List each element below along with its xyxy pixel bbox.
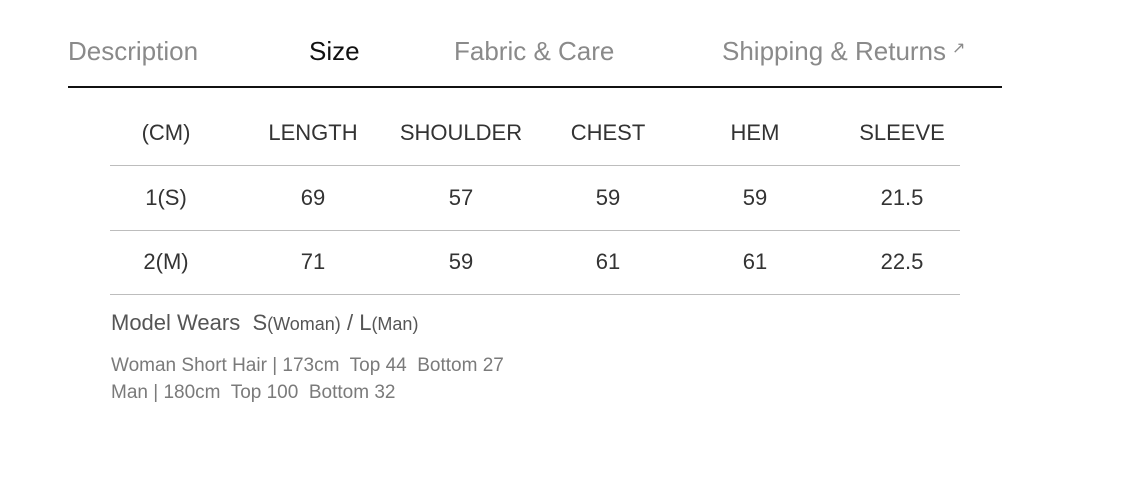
model-size-separator: / [346, 310, 354, 335]
tab-size[interactable]: Size [309, 36, 360, 66]
table-header: (CM) [141, 120, 191, 145]
table-header: LENGTH [268, 120, 358, 145]
table-header-row: (CM) LENGTH SHOULDER CHEST HEM SLEEVE [110, 101, 960, 166]
table-cell: 59 [742, 185, 768, 210]
model-size-man-note: (Man) [371, 314, 419, 334]
table-cell: 2(M) [143, 249, 189, 274]
tab-underline [68, 86, 1002, 88]
table-cell: 61 [595, 249, 621, 274]
table-cell: 59 [448, 249, 474, 274]
model-size-woman: S [252, 310, 268, 335]
table-cell: 21.5 [880, 185, 924, 210]
table-row: 2(M) 71 59 61 61 22.5 [110, 230, 960, 295]
table-cell: 1(S) [145, 185, 187, 210]
model-detail-man: Man | 180cm Top 100 Bottom 32 [111, 382, 396, 403]
table-header: CHEST [570, 120, 646, 145]
table-cell: 22.5 [880, 249, 924, 274]
model-detail-woman: Woman Short Hair | 173cm Top 44 Bottom 2… [111, 355, 504, 376]
table-row: 1(S) 69 57 59 59 21.5 [110, 166, 960, 231]
model-wears: Model Wears S(Woman) / L(Man) [111, 310, 418, 336]
table-cell: 71 [300, 249, 326, 274]
table-header: HEM [730, 120, 780, 145]
tab-fabric-care[interactable]: Fabric & Care [454, 36, 615, 66]
table-cell: 69 [300, 185, 326, 210]
external-arrow-icon: ↗ [952, 40, 966, 57]
tab-shipping-returns[interactable]: Shipping & Returns ↗ [722, 36, 965, 67]
tab-label: Shipping & Returns [722, 36, 947, 66]
model-size-woman-note: (Woman) [267, 314, 341, 334]
table-header: SHOULDER [399, 120, 523, 145]
table-cell: 61 [742, 249, 768, 274]
model-wears-label: Model Wears [111, 310, 241, 335]
tab-description[interactable]: Description [68, 36, 199, 66]
table-cell: 57 [448, 185, 474, 210]
table-cell: 59 [595, 185, 621, 210]
model-size-man: L [359, 310, 372, 335]
table-header: SLEEVE [859, 120, 945, 145]
